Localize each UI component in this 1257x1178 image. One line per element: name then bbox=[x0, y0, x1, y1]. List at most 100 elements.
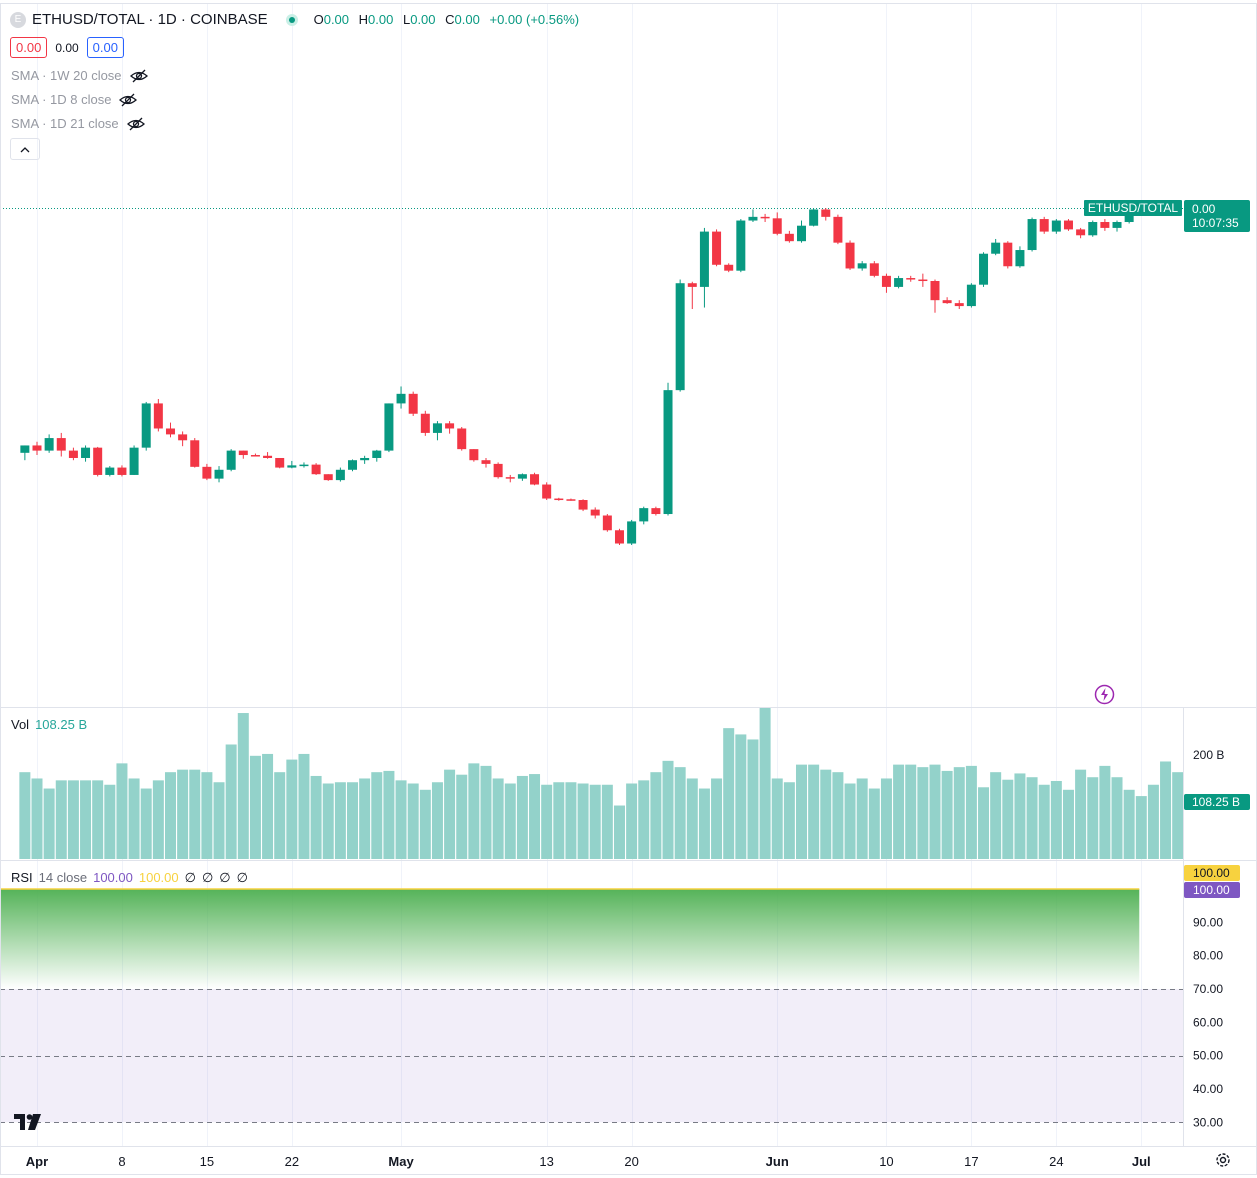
candle-body bbox=[1088, 222, 1098, 236]
buy-button[interactable]: 0.00 bbox=[86, 37, 124, 58]
candle-body bbox=[323, 474, 333, 481]
candle bbox=[153, 398, 163, 432]
candle bbox=[724, 263, 734, 273]
candle bbox=[238, 450, 248, 459]
candle-body bbox=[517, 474, 527, 479]
candle bbox=[129, 445, 139, 475]
volume-bar bbox=[359, 778, 371, 859]
candle bbox=[906, 275, 916, 282]
volume-bar bbox=[965, 765, 977, 859]
candle-body bbox=[68, 450, 78, 458]
rsi-axis-label: 80.00 bbox=[1193, 949, 1223, 963]
volume-bar bbox=[371, 772, 383, 859]
candle bbox=[651, 506, 661, 516]
volume-bar bbox=[880, 778, 892, 859]
volume-bar bbox=[650, 772, 662, 859]
volume-bar bbox=[1160, 761, 1172, 859]
candle bbox=[445, 421, 455, 434]
candle-body bbox=[238, 450, 248, 456]
volume-bar bbox=[1014, 773, 1026, 859]
time-axis-label: 15 bbox=[200, 1154, 214, 1169]
volume-bar bbox=[347, 782, 359, 859]
candle bbox=[542, 482, 552, 501]
candle-body bbox=[1063, 220, 1073, 230]
eye-hidden-icon[interactable] bbox=[119, 93, 138, 107]
candle-body bbox=[736, 220, 746, 271]
volume-bar bbox=[808, 764, 820, 859]
volume-bar bbox=[820, 769, 832, 859]
volume-bar bbox=[383, 770, 395, 859]
candle-body bbox=[1051, 220, 1061, 232]
volume-bar bbox=[310, 775, 322, 859]
candle-body bbox=[263, 455, 273, 458]
candle bbox=[736, 219, 746, 273]
candle bbox=[857, 261, 867, 271]
tradingview-logo[interactable] bbox=[14, 1114, 44, 1133]
candle bbox=[821, 208, 831, 221]
volume-bar bbox=[19, 772, 31, 859]
ohlc-open-value: 0.00 bbox=[323, 12, 350, 27]
gear-icon[interactable] bbox=[1214, 1151, 1232, 1172]
volume-value-tag bbox=[1184, 794, 1250, 810]
volume-bar bbox=[249, 755, 261, 859]
eye-hidden-icon[interactable] bbox=[129, 69, 148, 83]
time-axis-label: 13 bbox=[539, 1154, 553, 1169]
volume-bar bbox=[55, 780, 67, 859]
rsi-band bbox=[0, 988, 1183, 1123]
candle-body bbox=[287, 465, 297, 468]
candle-body bbox=[311, 464, 321, 475]
candle bbox=[578, 499, 588, 512]
candle bbox=[881, 273, 891, 293]
ohlc-high-label: H bbox=[358, 12, 369, 27]
candle bbox=[396, 386, 406, 409]
rsi-na-4: ∅ bbox=[236, 870, 248, 885]
last-price-tag bbox=[1184, 200, 1250, 232]
volume-bar bbox=[796, 764, 808, 859]
lightning-icon[interactable] bbox=[1094, 684, 1115, 708]
volume-bar bbox=[152, 780, 164, 859]
indicator-sma-1w20[interactable]: SMA · 1W 20 close bbox=[11, 68, 148, 83]
volume-bar bbox=[1026, 777, 1038, 859]
candle-body bbox=[117, 467, 127, 475]
symbol-legend[interactable]: E ETHUSD/TOTAL · 1D · COINBASE O0.00 H0.… bbox=[10, 11, 585, 28]
candle bbox=[1003, 241, 1013, 269]
candle-body bbox=[578, 500, 588, 510]
eye-hidden-icon[interactable] bbox=[126, 117, 145, 131]
volume-legend[interactable]: Vol 108.25 B bbox=[11, 717, 87, 732]
volume-bar bbox=[140, 788, 152, 859]
volume-bar bbox=[613, 805, 625, 859]
candle-body bbox=[165, 428, 175, 435]
candle bbox=[311, 463, 321, 475]
rsi-ma-tag bbox=[1184, 865, 1240, 881]
volume-bar bbox=[419, 789, 431, 859]
time-axis-label: 17 bbox=[964, 1154, 978, 1169]
candle-body bbox=[639, 508, 649, 522]
volume-bar bbox=[274, 772, 286, 859]
candle bbox=[44, 434, 54, 453]
market-status-icon[interactable] bbox=[285, 13, 298, 26]
collapse-indicators-button[interactable] bbox=[10, 138, 40, 160]
volume-bar bbox=[783, 782, 795, 859]
sell-button[interactable]: 0.00 bbox=[10, 37, 48, 58]
candle-body bbox=[360, 457, 370, 461]
candle-body bbox=[420, 413, 430, 433]
candle-body bbox=[894, 278, 904, 287]
volume-bar bbox=[1002, 779, 1014, 859]
symbol-title[interactable]: ETHUSD/TOTAL · 1D · COINBASE bbox=[32, 11, 268, 28]
indicator-sma-1d21[interactable]: SMA · 1D 21 close bbox=[11, 116, 145, 131]
candle bbox=[1088, 220, 1098, 237]
indicator-sma-1d8[interactable]: SMA · 1D 8 close bbox=[11, 92, 138, 107]
candle-body bbox=[724, 264, 734, 271]
candle-body bbox=[20, 445, 30, 453]
volume-bar bbox=[201, 772, 213, 859]
rsi-legend[interactable]: RSI 14 close 100.00 100.00 ∅ ∅ ∅ ∅ bbox=[11, 870, 248, 886]
volume-bar bbox=[468, 763, 480, 859]
indicator-label: SMA · 1D 21 close bbox=[11, 116, 119, 131]
candle bbox=[663, 382, 673, 516]
volume-bar bbox=[189, 769, 201, 859]
candle bbox=[699, 227, 709, 308]
candle-body bbox=[784, 233, 794, 242]
volume-bar bbox=[953, 767, 965, 859]
